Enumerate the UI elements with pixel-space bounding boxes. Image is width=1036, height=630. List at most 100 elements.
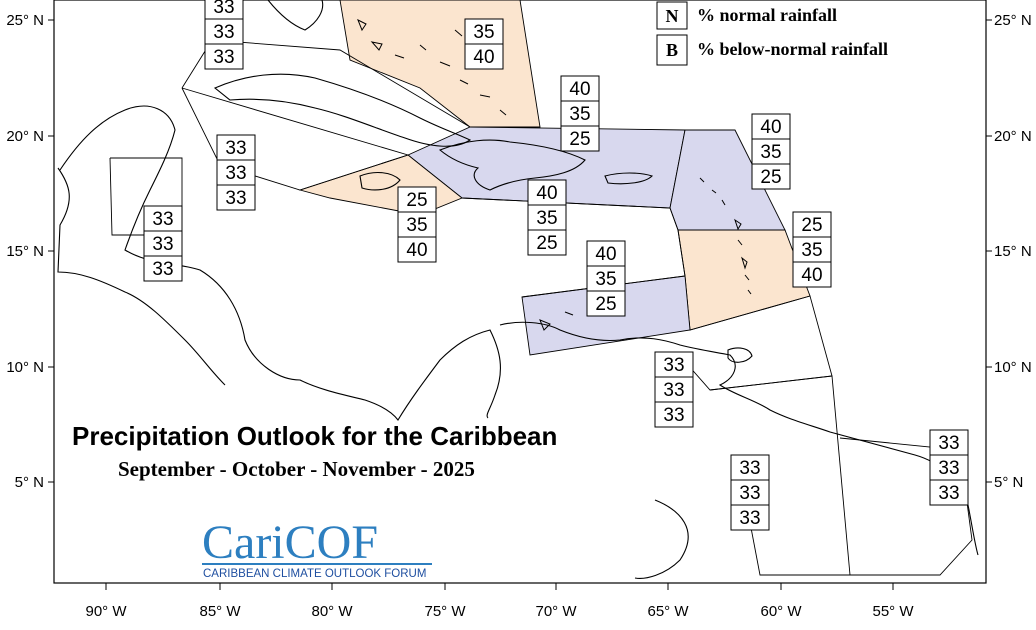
- prob-value: 35: [760, 142, 781, 163]
- prob-cell: [751, 113, 791, 140]
- prob-value: 35: [406, 215, 427, 236]
- prob-cell: [654, 351, 694, 378]
- lat-label-left: 25° N: [6, 12, 44, 29]
- prob-cell: [143, 255, 183, 282]
- prob-cell: [586, 240, 626, 267]
- legend-text-normal: % normal rainfall: [697, 5, 837, 25]
- lon-label: 80° W: [311, 603, 353, 620]
- prob-value: 33: [152, 234, 173, 255]
- prob-cell: [143, 230, 183, 257]
- prob-value: 25: [569, 129, 590, 150]
- prob-box-yucatan-belize: 33 33 33: [143, 205, 183, 282]
- prob-value: 25: [760, 167, 781, 188]
- prob-value: 40: [760, 117, 781, 138]
- prob-value: 33: [663, 380, 684, 401]
- probability-boxes: 3540333333333333333333253540403525403525…: [143, 0, 969, 531]
- longitude-axis: 90° W 85° W 80° W 75° W 70° W 65° W 60° W 55° W: [85, 583, 914, 620]
- prob-value: 33: [225, 188, 246, 209]
- prob-value: 33: [938, 483, 959, 504]
- latitude-axis: 25° N 25° N 20° N 20° N 15° N 15° N 10° N 10° N…: [6, 12, 1031, 491]
- coast-central-america: [59, 105, 501, 421]
- logo-rule: [202, 563, 432, 565]
- prob-cell: [730, 454, 770, 481]
- coast-trinidad: [727, 347, 753, 363]
- lat-label-left: 15° N: [6, 243, 44, 260]
- prob-value: 40: [801, 265, 822, 286]
- prob-value: 25: [406, 190, 427, 211]
- lon-label: 65° W: [647, 603, 689, 620]
- prob-value: 33: [739, 508, 760, 529]
- lat-label-right: 15° N: [994, 243, 1032, 260]
- prob-value: 33: [739, 458, 760, 479]
- coast-florida: [267, 0, 324, 31]
- prob-box-suriname-guiana: 33 33 33: [929, 429, 969, 506]
- prob-box-hispaniola-pr: 40 35 25: [560, 75, 600, 152]
- lon-label: 55° W: [872, 603, 914, 620]
- prob-value: 35: [536, 208, 557, 229]
- coast-jamaica: [359, 171, 401, 191]
- prob-cell: [527, 229, 567, 256]
- prob-value: 35: [801, 240, 822, 261]
- prob-value: 40: [473, 47, 494, 68]
- lesser-antilles-islets: [539, 177, 752, 331]
- zone-outline-central-sea: [461, 197, 686, 298]
- legend-item-below: B % below-normal rainfall: [656, 34, 888, 66]
- coast-mexico-west: [57, 167, 226, 386]
- prob-cell: [464, 43, 504, 70]
- legend-key-below: B: [666, 40, 678, 60]
- prob-value: 35: [569, 104, 590, 125]
- legend-item-normal: N % normal rainfall: [656, 1, 837, 30]
- prob-box-trinidad: 33 33 33: [654, 351, 694, 428]
- logo-wordmark: CariCOF: [202, 516, 378, 569]
- lat-label-right: 5° N: [994, 474, 1023, 491]
- prob-cell: [560, 100, 600, 127]
- prob-value: 33: [663, 355, 684, 376]
- logo-subtitle: CARIBBEAN CLIMATE OUTLOOK FORUM: [203, 568, 426, 580]
- prob-cell: [751, 138, 791, 165]
- prob-cell: [792, 236, 832, 263]
- prob-cell: [527, 179, 567, 206]
- prob-cell: [751, 163, 791, 190]
- zone-outline-gulf: [181, 39, 471, 128]
- prob-box-leeward-islands: 40 35 25: [751, 113, 791, 190]
- map-subtitle: September - October - November - 2025: [118, 457, 475, 481]
- prob-value: 35: [595, 269, 616, 290]
- prob-cell: [792, 211, 832, 238]
- prob-value: 33: [213, 22, 234, 43]
- lon-label: 85° W: [199, 603, 241, 620]
- zone-outline-suriname: [839, 437, 973, 576]
- prob-value: 33: [225, 138, 246, 159]
- legend-key-normal: N: [666, 6, 679, 26]
- prob-box-guyana: 33 33 33: [730, 454, 770, 531]
- lat-label-right: 20° N: [994, 128, 1032, 145]
- coast-puerto-rico: [604, 172, 654, 185]
- prob-cell: [204, 43, 244, 70]
- prob-value: 33: [663, 405, 684, 426]
- prob-value: 33: [938, 458, 959, 479]
- coast-south-america-interior: [634, 499, 689, 579]
- lat-label-right: 25° N: [994, 12, 1032, 29]
- prob-cell: [586, 290, 626, 317]
- prob-box-caribbean-sea-central: 40 35 25: [527, 179, 567, 256]
- prob-cell: [929, 479, 969, 506]
- prob-value: 40: [569, 79, 590, 100]
- map-title: Precipitation Outlook for the Caribbean: [72, 421, 557, 451]
- prob-box-cuba-central: 33 33 33: [216, 134, 256, 211]
- lat-label-left: 20° N: [6, 128, 44, 145]
- outlook-zones: [109, 0, 973, 576]
- prob-value: 33: [938, 433, 959, 454]
- prob-value: 33: [739, 483, 760, 504]
- lon-label: 75° W: [424, 603, 466, 620]
- legend-text-below: % below-normal rainfall: [697, 39, 888, 59]
- prob-value: 40: [595, 244, 616, 265]
- prob-cell: [560, 75, 600, 102]
- prob-box-jamaica: 25 35 40: [397, 186, 437, 263]
- coast-cuba: [213, 73, 472, 147]
- prob-value: 35: [473, 22, 494, 43]
- coast-hispaniola: [438, 139, 586, 191]
- prob-value: 40: [406, 240, 427, 261]
- prob-cell: [204, 18, 244, 45]
- lat-label-right: 10° N: [994, 359, 1032, 376]
